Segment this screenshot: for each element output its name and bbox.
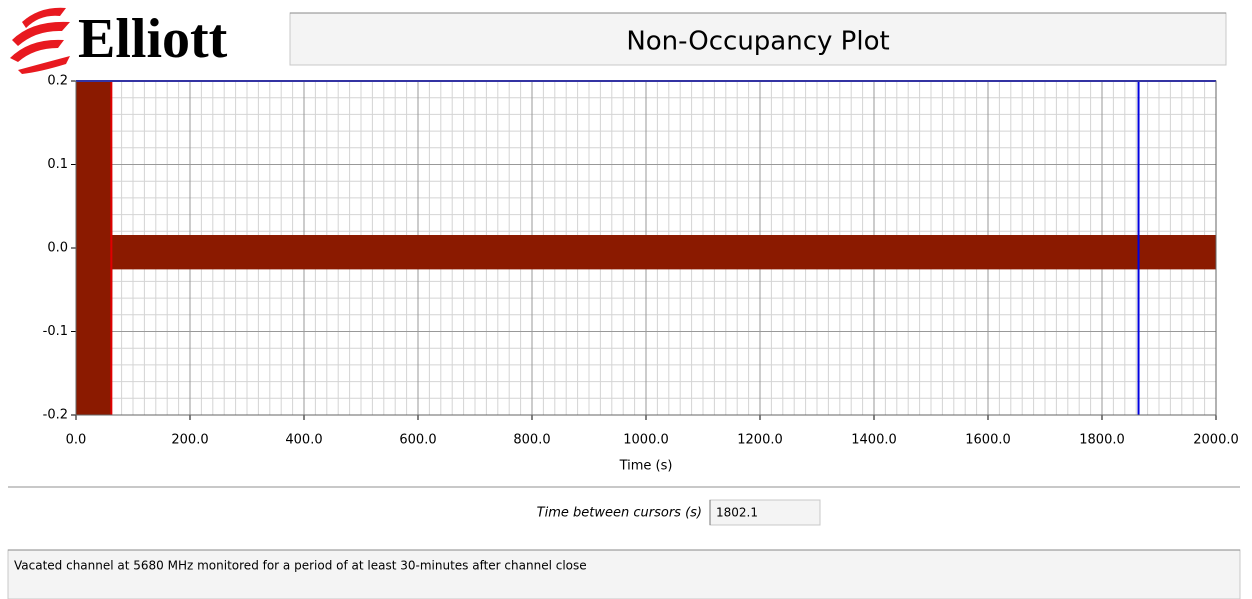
x-axis-label: Time (s)	[619, 459, 673, 474]
note: Vacated channel at 5680 MHz monitored fo…	[14, 559, 587, 573]
x-tick-label: 400.0	[285, 433, 322, 448]
cursor-readout-value: 1802.1	[716, 506, 758, 520]
plot: 0.0 200.0 400.0 600.0 800.0 1000.0 1200.0 1400.…	[43, 74, 1239, 448]
note-box	[7, 549, 1241, 599]
logo-text: Elliott	[78, 8, 228, 70]
y-tick-label: -0.2	[43, 408, 68, 423]
x-tick-label: 800.0	[513, 433, 550, 448]
y-tick-label: 0.1	[47, 157, 68, 172]
title-box	[289, 12, 1227, 66]
x-tick-label: 200.0	[171, 433, 208, 448]
x-tick-label: 2000.0	[1193, 433, 1239, 448]
x-tick-label: 600.0	[399, 433, 436, 448]
cursor-readout-box	[709, 499, 821, 526]
y-tick-label: 0.0	[47, 241, 68, 256]
logo-icon	[10, 7, 70, 74]
x-tick-label: 1000.0	[623, 433, 669, 448]
x-tick-label: 1400.0	[851, 433, 897, 448]
x-tick-label: 1600.0	[965, 433, 1011, 448]
plot-frame	[75, 80, 1217, 416]
y-tick-label: 0.2	[47, 74, 68, 89]
x-tick-label: 1200.0	[737, 433, 783, 448]
x-tick-label: 1800.0	[1079, 433, 1125, 448]
y-tick-label: -0.1	[43, 324, 68, 339]
chart-title: Non-Occupancy Plot	[626, 27, 889, 57]
x-tick-label: 0.0	[66, 433, 87, 448]
cursor-readout-label: Time between cursors (s)	[537, 506, 702, 521]
